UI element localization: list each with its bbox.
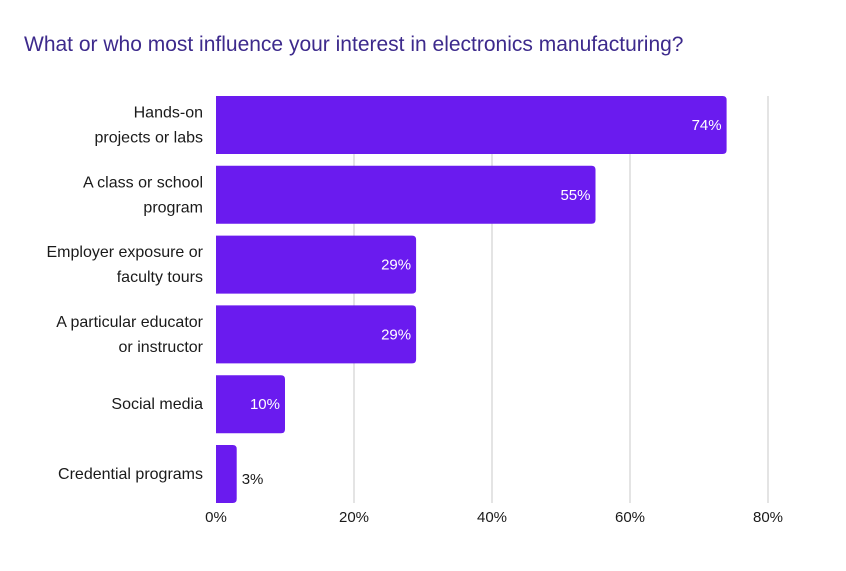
x-axis-tick-labels: 0% 20% 40% 60% 80%: [205, 509, 783, 526]
chart-title: What or who most influence your interest…: [24, 33, 684, 56]
value-label: 3%: [242, 471, 264, 488]
category-labels: Hands-on projects or labs A class or schoo…: [46, 105, 203, 484]
value-labels: 74% 55% 29% 29% 10% 3%: [242, 117, 722, 488]
value-label: 10%: [250, 396, 280, 413]
x-tick-label: 20%: [339, 509, 369, 526]
category-label: Credential programs: [58, 466, 203, 483]
category-label: Hands-on projects or labs: [95, 105, 204, 147]
bar: [216, 305, 417, 364]
category-label: Employer exposure or faculty tours: [46, 244, 203, 286]
bar: [216, 96, 727, 154]
bar: [216, 235, 417, 294]
category-label: Social media: [111, 396, 203, 413]
x-tick-label: 80%: [753, 509, 783, 526]
bar: [216, 375, 285, 434]
x-tick-label: 40%: [477, 509, 507, 526]
category-label: A class or school program: [83, 174, 203, 216]
bar: [216, 165, 596, 224]
value-label: 29%: [381, 257, 411, 274]
gridlines: [353, 96, 769, 503]
x-tick-label: 0%: [205, 509, 227, 526]
value-label: 29%: [381, 326, 411, 343]
value-label: 55%: [560, 187, 590, 204]
category-label: A particular educator or instructor: [56, 314, 203, 356]
x-tick-label: 60%: [615, 509, 645, 526]
bar: [216, 445, 237, 503]
value-label: 74%: [692, 117, 722, 134]
bars: [216, 96, 727, 503]
